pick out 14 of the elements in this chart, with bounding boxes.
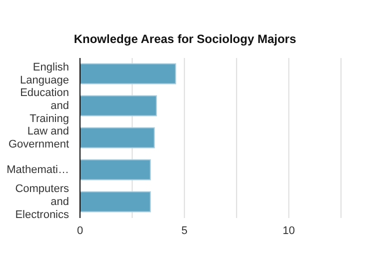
chart-title: Knowledge Areas for Sociology Majors xyxy=(72,32,298,46)
bar xyxy=(80,63,176,84)
y-tick-label: Computers and Electronics xyxy=(15,182,70,221)
x-tick-label: 10 xyxy=(282,224,295,237)
bar xyxy=(80,95,157,116)
y-tick-label: Mathemati… xyxy=(6,164,69,176)
y-tick-label: English Language xyxy=(20,61,69,86)
y-tick-label: Education and Training xyxy=(20,86,69,125)
x-tick-label: 0 xyxy=(76,224,84,237)
bar xyxy=(80,127,155,148)
x-tick-label: 5 xyxy=(181,224,188,237)
bar xyxy=(80,159,151,180)
bar xyxy=(80,191,151,212)
y-tick-label: Law and Government xyxy=(8,125,69,150)
